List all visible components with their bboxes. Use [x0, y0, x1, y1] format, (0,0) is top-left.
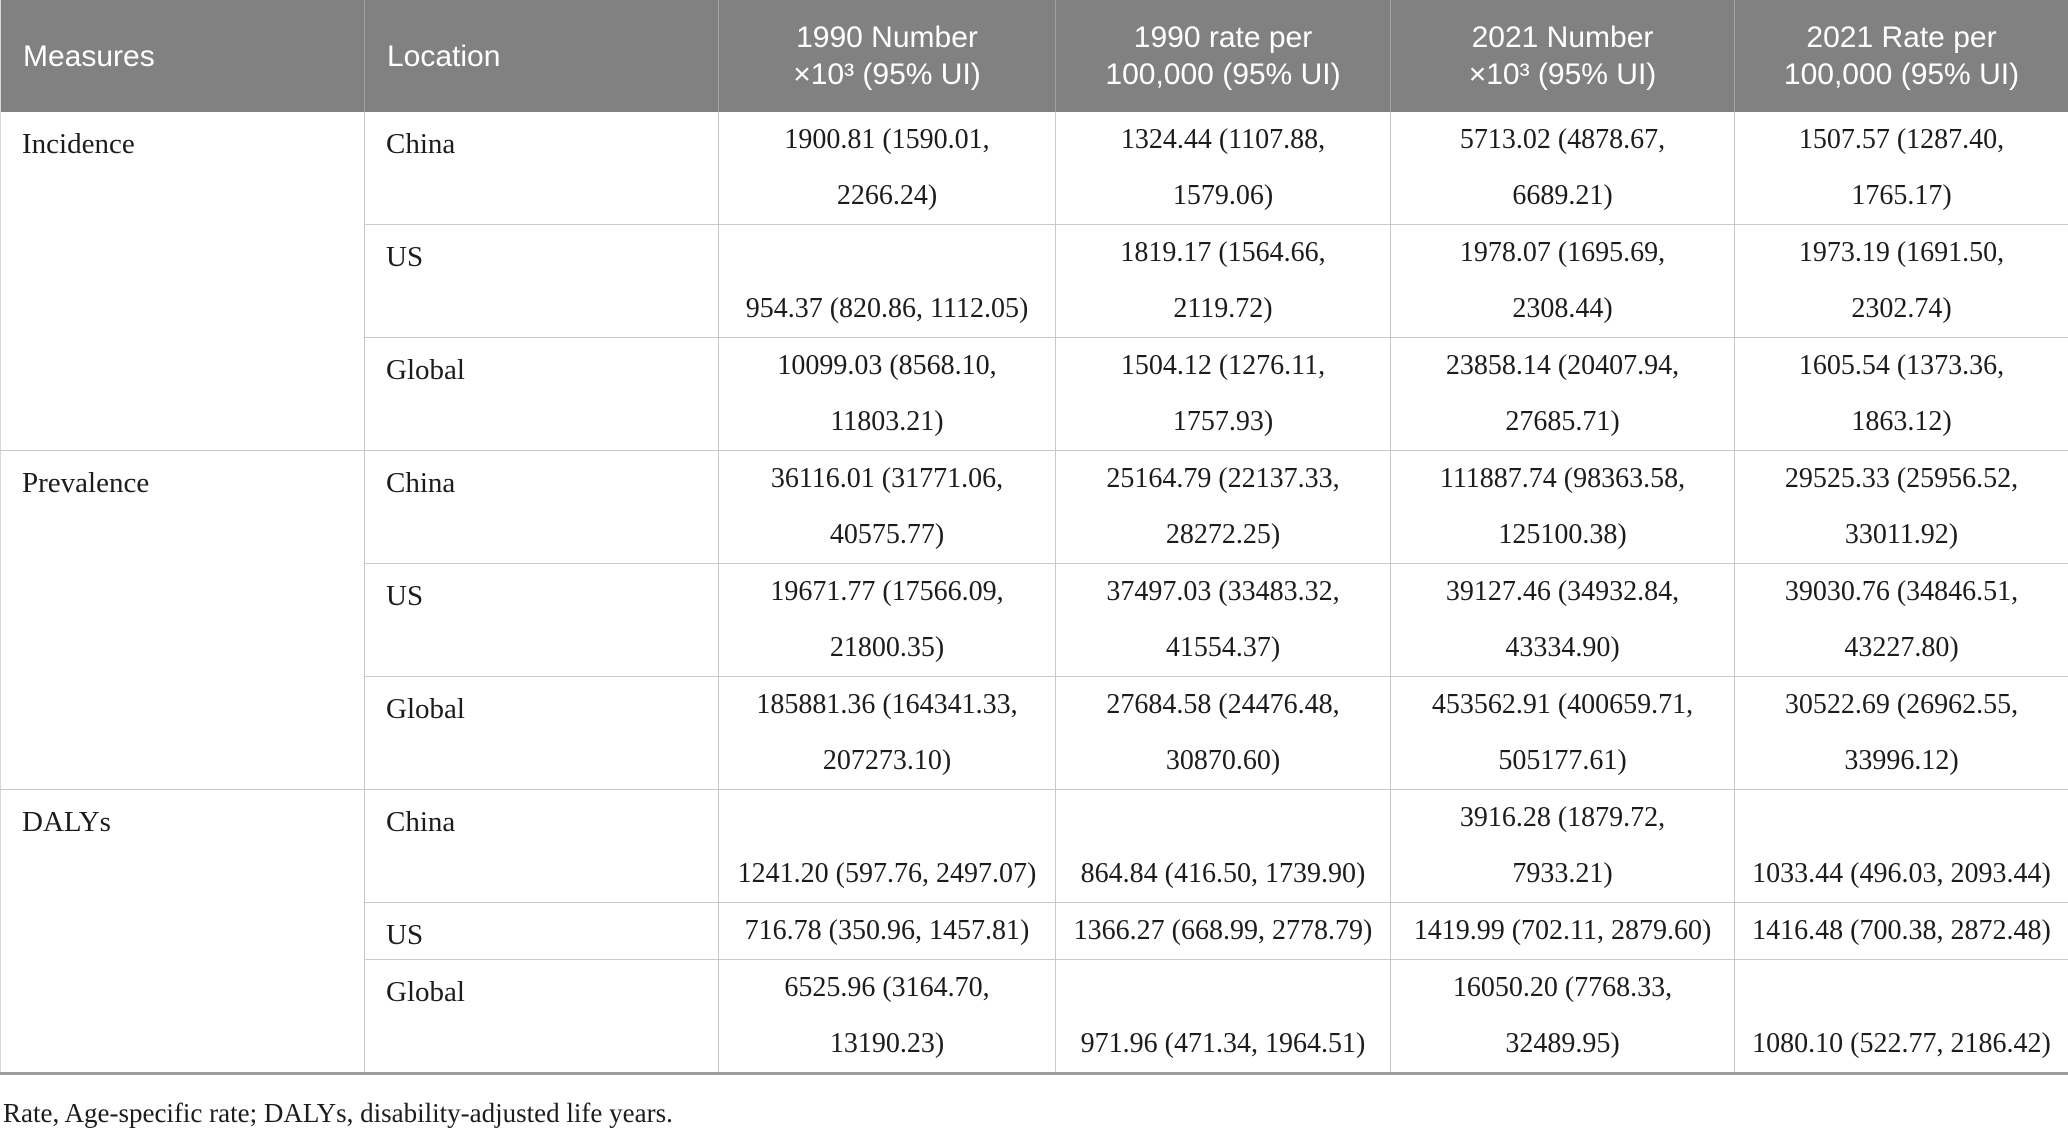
- value-cell: 29525.33 (25956.52, 33011.92): [1735, 451, 2068, 564]
- value-cell: 1900.81 (1590.01, 2266.24): [719, 112, 1056, 225]
- value-cell: 954.37 (820.86, 1112.05): [719, 225, 1056, 338]
- value-cell: 1973.19 (1691.50, 2302.74): [1735, 225, 2068, 338]
- value-cell: 1241.20 (597.76, 2497.07): [719, 790, 1056, 903]
- value-cell: 39127.46 (34932.84, 43334.90): [1391, 564, 1735, 677]
- column-header-1990-number: 1990 Number ×10³ (95% UI): [719, 0, 1056, 112]
- value-cell: 1366.27 (668.99, 2778.79): [1056, 903, 1391, 960]
- value-cell: 1416.48 (700.38, 2872.48): [1735, 903, 2068, 960]
- location-cell: US: [365, 903, 719, 960]
- value-cell: 1033.44 (496.03, 2093.44): [1735, 790, 2068, 903]
- value-cell: 1605.54 (1373.36, 1863.12): [1735, 338, 2068, 451]
- table-header-row: Measures Location 1990 Number ×10³ (95% …: [1, 0, 2068, 112]
- measure-cell: Prevalence: [1, 451, 365, 790]
- location-cell: Global: [365, 677, 719, 790]
- value-cell: 185881.36 (164341.33, 207273.10): [719, 677, 1056, 790]
- measure-cell: Incidence: [1, 112, 365, 451]
- value-cell: 1324.44 (1107.88, 1579.06): [1056, 112, 1391, 225]
- measure-cell: DALYs: [1, 790, 365, 1074]
- table-row: Prevalence China 36116.01 (31771.06, 405…: [1, 451, 2068, 564]
- location-cell: China: [365, 112, 719, 225]
- measures-table: Measures Location 1990 Number ×10³ (95% …: [0, 0, 2068, 1075]
- value-cell: 30522.69 (26962.55, 33996.12): [1735, 677, 2068, 790]
- location-cell: US: [365, 564, 719, 677]
- value-cell: 971.96 (471.34, 1964.51): [1056, 960, 1391, 1074]
- location-cell: China: [365, 451, 719, 564]
- value-cell: 1819.17 (1564.66, 2119.72): [1056, 225, 1391, 338]
- value-cell: 864.84 (416.50, 1739.90): [1056, 790, 1391, 903]
- value-cell: 25164.79 (22137.33, 28272.25): [1056, 451, 1391, 564]
- column-header-measures: Measures: [1, 0, 365, 112]
- value-cell: 19671.77 (17566.09, 21800.35): [719, 564, 1056, 677]
- value-cell: 1419.99 (702.11, 2879.60): [1391, 903, 1735, 960]
- value-cell: 10099.03 (8568.10, 11803.21): [719, 338, 1056, 451]
- table-footnote: Rate, Age-specific rate; DALYs, disabili…: [3, 1098, 2068, 1129]
- value-cell: 716.78 (350.96, 1457.81): [719, 903, 1056, 960]
- value-cell: 37497.03 (33483.32, 41554.37): [1056, 564, 1391, 677]
- column-header-location: Location: [365, 0, 719, 112]
- column-header-2021-rate: 2021 Rate per 100,000 (95% UI): [1735, 0, 2068, 112]
- location-cell: Global: [365, 338, 719, 451]
- value-cell: 16050.20 (7768.33, 32489.95): [1391, 960, 1735, 1074]
- value-cell: 1504.12 (1276.11, 1757.93): [1056, 338, 1391, 451]
- value-cell: 39030.76 (34846.51, 43227.80): [1735, 564, 2068, 677]
- location-cell: US: [365, 225, 719, 338]
- value-cell: 36116.01 (31771.06, 40575.77): [719, 451, 1056, 564]
- value-cell: 5713.02 (4878.67, 6689.21): [1391, 112, 1735, 225]
- column-header-1990-rate: 1990 rate per 100,000 (95% UI): [1056, 0, 1391, 112]
- location-cell: Global: [365, 960, 719, 1074]
- value-cell: 453562.91 (400659.71, 505177.61): [1391, 677, 1735, 790]
- table-row: Incidence China 1900.81 (1590.01, 2266.2…: [1, 112, 2068, 225]
- table-row: DALYs China 1241.20 (597.76, 2497.07) 86…: [1, 790, 2068, 903]
- value-cell: 3916.28 (1879.72, 7933.21): [1391, 790, 1735, 903]
- location-cell: China: [365, 790, 719, 903]
- value-cell: 111887.74 (98363.58, 125100.38): [1391, 451, 1735, 564]
- value-cell: 23858.14 (20407.94, 27685.71): [1391, 338, 1735, 451]
- value-cell: 1080.10 (522.77, 2186.42): [1735, 960, 2068, 1074]
- value-cell: 6525.96 (3164.70, 13190.23): [719, 960, 1056, 1074]
- value-cell: 1978.07 (1695.69, 2308.44): [1391, 225, 1735, 338]
- value-cell: 27684.58 (24476.48, 30870.60): [1056, 677, 1391, 790]
- column-header-2021-number: 2021 Number ×10³ (95% UI): [1391, 0, 1735, 112]
- value-cell: 1507.57 (1287.40, 1765.17): [1735, 112, 2068, 225]
